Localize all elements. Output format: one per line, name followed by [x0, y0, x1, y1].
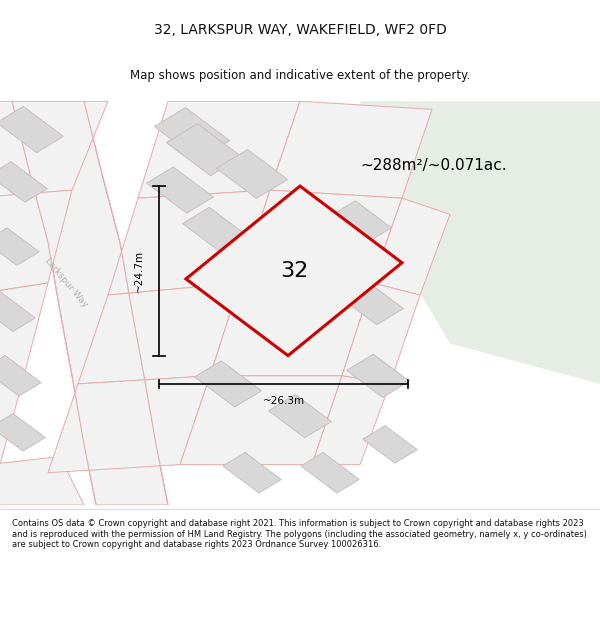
- Text: 32, LARKSPUR WAY, WAKEFIELD, WF2 0FD: 32, LARKSPUR WAY, WAKEFIELD, WF2 0FD: [154, 23, 446, 38]
- Polygon shape: [210, 283, 372, 376]
- Text: ~288m²/~0.071ac.: ~288m²/~0.071ac.: [360, 158, 506, 173]
- Polygon shape: [146, 167, 214, 213]
- Polygon shape: [48, 376, 210, 472]
- Polygon shape: [363, 426, 417, 463]
- Polygon shape: [372, 198, 450, 295]
- Text: 32: 32: [280, 261, 308, 281]
- Polygon shape: [78, 283, 240, 384]
- Polygon shape: [270, 101, 432, 198]
- Polygon shape: [0, 190, 72, 295]
- Polygon shape: [0, 356, 41, 396]
- Text: Contains OS data © Crown copyright and database right 2021. This information is : Contains OS data © Crown copyright and d…: [12, 519, 587, 549]
- Polygon shape: [154, 107, 230, 159]
- Polygon shape: [347, 354, 409, 398]
- Polygon shape: [281, 209, 343, 252]
- Polygon shape: [217, 149, 287, 198]
- Polygon shape: [0, 101, 108, 198]
- Text: ~24.7m: ~24.7m: [134, 250, 144, 292]
- Text: ~26.3m: ~26.3m: [262, 396, 305, 406]
- Polygon shape: [0, 228, 39, 266]
- Polygon shape: [360, 101, 600, 384]
- Polygon shape: [0, 456, 84, 505]
- Polygon shape: [108, 190, 270, 295]
- Polygon shape: [0, 106, 64, 152]
- Polygon shape: [166, 124, 242, 176]
- Polygon shape: [12, 101, 168, 505]
- Polygon shape: [341, 281, 403, 325]
- Polygon shape: [301, 452, 359, 493]
- Polygon shape: [0, 291, 35, 331]
- Polygon shape: [0, 376, 24, 472]
- Polygon shape: [180, 376, 342, 464]
- Polygon shape: [329, 201, 391, 244]
- Polygon shape: [342, 283, 420, 384]
- Polygon shape: [186, 186, 402, 356]
- Polygon shape: [0, 414, 45, 451]
- Polygon shape: [223, 452, 281, 493]
- Text: Larkspur Way: Larkspur Way: [43, 256, 89, 309]
- Polygon shape: [269, 394, 331, 438]
- Polygon shape: [0, 162, 47, 202]
- Polygon shape: [312, 376, 390, 464]
- Polygon shape: [194, 361, 262, 407]
- Polygon shape: [0, 283, 48, 384]
- Text: Map shows position and indicative extent of the property.: Map shows position and indicative extent…: [130, 69, 470, 82]
- Polygon shape: [182, 208, 250, 254]
- Polygon shape: [240, 190, 402, 283]
- Polygon shape: [138, 101, 300, 198]
